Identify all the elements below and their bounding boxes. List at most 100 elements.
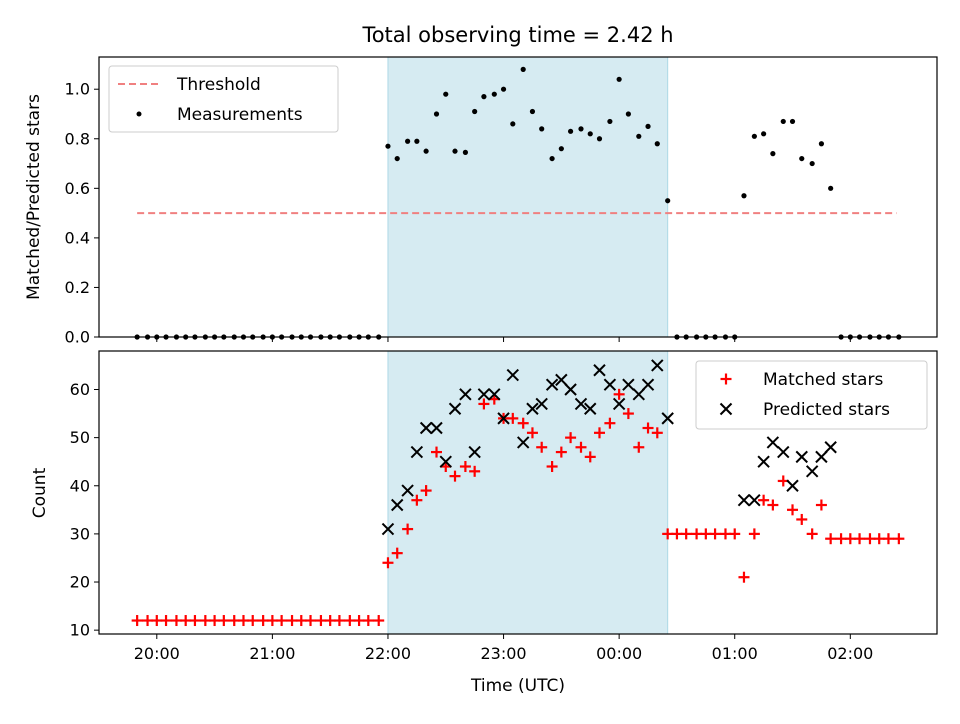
measurement-point (780, 118, 786, 125)
matched-star-point (237, 615, 249, 627)
measurement-point (770, 151, 776, 157)
predicted-star-point (651, 359, 664, 372)
matched-star-point (546, 461, 558, 473)
x-tick-label: 02:00 (827, 644, 873, 663)
measurement-point (481, 94, 487, 100)
matched-star-point (247, 615, 259, 627)
predicted-star-points (381, 359, 837, 536)
matched-star-point (131, 615, 143, 627)
matched-star-point (276, 615, 288, 627)
legend-measurements-label: Measurements (177, 105, 303, 125)
legend-predicted-label: Predicted stars (763, 400, 890, 420)
predicted-star-point (786, 479, 799, 492)
bottom-panel: 10 20 30 40 50 60 20:00 21:00 22:00 23:00 00:00 01… (30, 350, 938, 696)
matched-star-point (835, 533, 847, 545)
matched-star-point (806, 528, 818, 540)
predicted-star-point (815, 450, 828, 464)
top-y-ticks: 0.0 0.2 0.4 0.6 0.8 1.0 (65, 80, 99, 347)
matched-star-point (420, 485, 432, 497)
measurement-point (433, 111, 440, 117)
matched-star-point (613, 388, 625, 400)
predicted-star-point (737, 493, 751, 507)
legend-measurements-swatch (136, 111, 142, 117)
x-tick-label: 21:00 (249, 644, 295, 663)
predicted-star-point (526, 402, 539, 415)
matched-star-point (691, 528, 703, 540)
matched-star-point (882, 533, 894, 545)
matched-star-point (151, 615, 163, 627)
predicted-star-point (545, 378, 559, 391)
top-legend-box (108, 65, 339, 133)
measurement-point (616, 76, 622, 82)
matched-star-point (758, 494, 770, 506)
matched-star-point (575, 441, 587, 453)
matched-star-point (142, 615, 154, 627)
matched-star-point (257, 615, 269, 627)
measurement-point (809, 160, 815, 167)
measurement-point (567, 128, 574, 134)
measurement-point (607, 118, 613, 125)
matched-star-point (536, 441, 548, 453)
bottom-x-ticks: 20:00 21:00 22:00 23:00 00:00 01:00 02:00 (134, 634, 873, 663)
predicted-star-point (410, 445, 424, 459)
y-tick-label: 0.4 (65, 228, 90, 247)
measurement-point (818, 141, 825, 147)
matched-star-point (382, 557, 394, 569)
matched-star-point (507, 412, 519, 424)
top-panel: 0.0 0.2 0.4 0.6 0.8 1.0 Matched/Predicted sta… (24, 56, 938, 347)
matched-star-point (787, 504, 799, 516)
matched-star-point (411, 494, 423, 506)
predicted-star-point (622, 378, 635, 391)
measurement-point (405, 138, 411, 144)
legend-x-marker (719, 402, 733, 416)
predicted-star-point (468, 445, 481, 459)
matched-star-point (295, 615, 307, 627)
x-tick-label: 23:00 (480, 644, 526, 663)
matched-star-point (584, 451, 596, 463)
matched-star-point (604, 417, 616, 429)
predicted-star-point (777, 445, 790, 459)
measurement-point (385, 143, 391, 149)
predicted-star-point (632, 388, 645, 401)
bottom-axes-frame (98, 350, 938, 635)
matched-star-point (315, 615, 327, 627)
matched-star-point (459, 461, 471, 473)
predicted-star-point (805, 465, 819, 478)
measurement-point (828, 185, 834, 191)
measurement-point (549, 155, 555, 162)
predicted-star-point (593, 364, 606, 377)
matched-star-point (266, 615, 278, 627)
bottom-observing-window (387, 350, 669, 635)
measurement-point (491, 91, 497, 97)
predicted-star-point (574, 397, 588, 411)
measurement-point (443, 91, 449, 97)
matched-star-point (844, 533, 856, 545)
matched-star-point (796, 513, 808, 525)
matched-star-point (189, 615, 201, 627)
matched-star-point (353, 615, 365, 627)
measurement-point (665, 198, 671, 204)
matched-star-point (333, 615, 345, 627)
measurement-point (394, 155, 400, 162)
predicted-star-point (748, 493, 761, 507)
matched-star-point (825, 533, 837, 545)
y-tick-label: 10 (70, 621, 90, 640)
predicted-star-point (439, 455, 452, 468)
matched-star-point (662, 528, 674, 540)
matched-star-point (180, 615, 192, 627)
measurement-point (558, 146, 564, 152)
measurement-point (520, 66, 526, 72)
top-legend: Threshold Measurements (108, 65, 339, 133)
matched-star-point (709, 528, 721, 540)
matched-star-point (622, 408, 634, 420)
top-axes-frame (98, 56, 938, 338)
matched-star-point (324, 615, 336, 627)
measurement-point (799, 155, 805, 162)
measurement-point (539, 126, 545, 132)
matched-star-point (719, 528, 731, 540)
measurement-point (751, 133, 757, 139)
legend-matched-label: Matched stars (763, 370, 883, 390)
y-tick-label: 0.2 (65, 278, 90, 297)
matched-star-point (209, 615, 221, 627)
x-tick-label: 22:00 (365, 644, 411, 663)
